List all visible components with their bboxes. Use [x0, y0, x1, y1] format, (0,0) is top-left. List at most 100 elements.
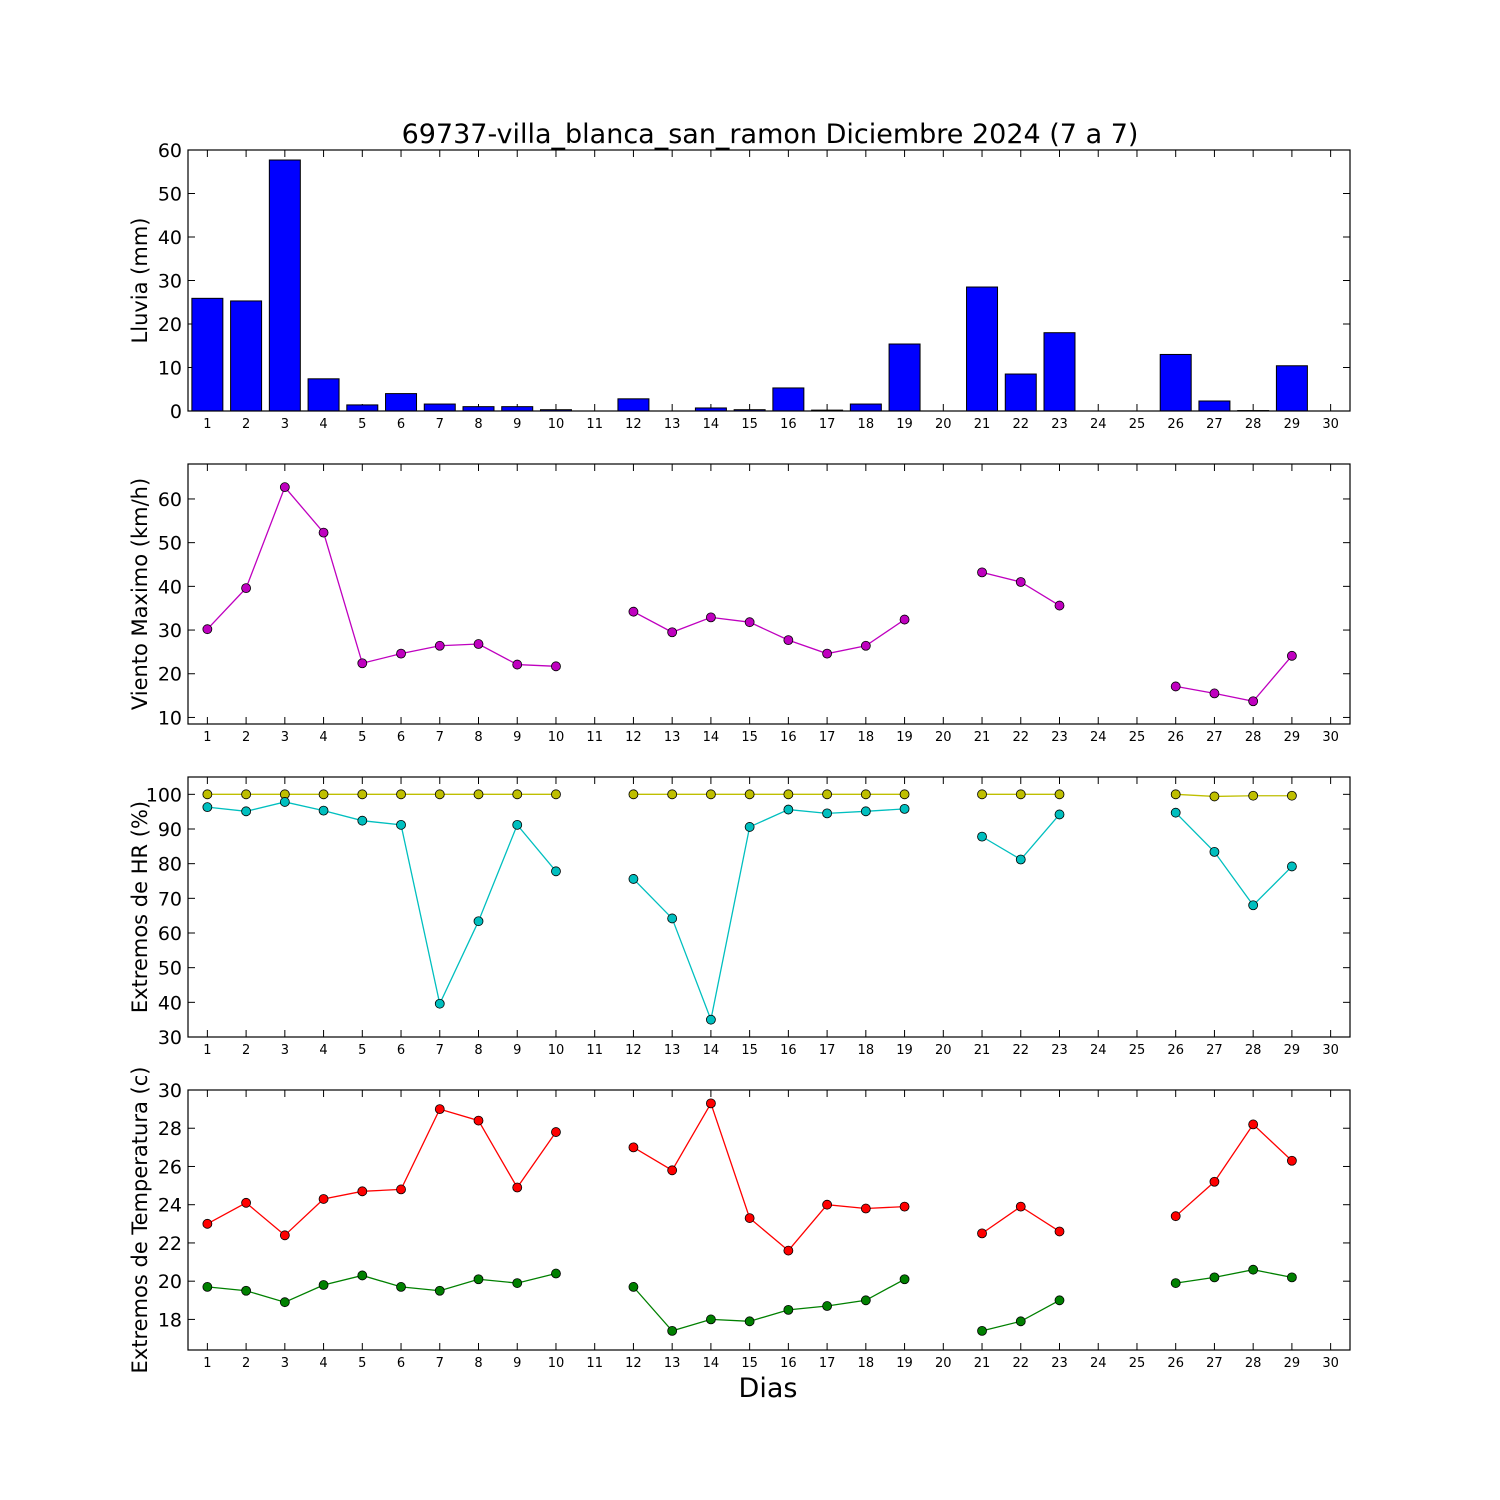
series-1-point-day-26	[1170, 789, 1181, 800]
series-1-point-day-27	[1209, 688, 1220, 699]
series-2-point-day-29	[1287, 1272, 1297, 1283]
x-tick-label: 9	[513, 1043, 521, 1058]
series-1-point-day-4	[318, 527, 329, 538]
series-1-point-day-23	[1054, 600, 1065, 611]
series-1-point-day-16	[783, 1245, 794, 1256]
x-tick-label: 3	[281, 730, 289, 745]
series-1-point-day-5	[357, 658, 368, 669]
series-1-point-day-4	[318, 1194, 329, 1204]
y-axis-label: Extremos de Temperatura (c)	[128, 1067, 152, 1374]
series-1-point-day-13	[667, 789, 678, 800]
y-tick-label: 60	[158, 923, 182, 945]
series-2-line	[207, 1272, 557, 1303]
series-2-point-day-9	[512, 819, 523, 830]
x-tick-label: 16	[780, 1356, 797, 1371]
x-tick-label: 17	[819, 417, 836, 432]
series-1-line	[207, 1108, 557, 1237]
bar-day-7	[423, 403, 456, 412]
x-tick-label: 2	[242, 1356, 250, 1371]
x-tick-label: 5	[358, 1356, 366, 1371]
series-1-line	[1175, 655, 1293, 702]
y-tick-label: 70	[158, 888, 182, 910]
x-tick-label: 5	[358, 1043, 366, 1058]
x-tick-label: 28	[1245, 730, 1262, 745]
x-tick-label: 11	[586, 1356, 603, 1371]
series-1-line	[1175, 793, 1292, 798]
x-tick-label: 4	[319, 1356, 327, 1371]
x-tick-label: 15	[741, 1043, 758, 1058]
x-tick-label: 29	[1284, 417, 1301, 432]
x-tick-label: 21	[974, 417, 991, 432]
axes-frame	[187, 463, 1351, 725]
series-2-point-day-4	[318, 805, 329, 816]
series-2-point-day-12	[628, 1282, 639, 1292]
series-1-point-day-2	[241, 583, 252, 594]
x-axis-label: Dias	[739, 1373, 798, 1404]
series-2-point-day-27	[1209, 846, 1220, 857]
bar-day-3	[268, 159, 301, 412]
y-tick-label: 80	[158, 854, 182, 876]
axes-frame	[187, 1089, 1351, 1351]
x-tick-label: 27	[1206, 1043, 1223, 1058]
x-tick-label: 15	[741, 730, 758, 745]
x-tick-label: 5	[358, 730, 366, 745]
series-2-line	[981, 814, 1060, 861]
series-1-point-day-14	[706, 1098, 716, 1109]
series-2-point-day-17	[822, 1301, 832, 1311]
x-tick-label: 20	[935, 1043, 952, 1058]
series-1-line	[633, 1101, 905, 1252]
series-2-point-day-12	[628, 874, 639, 884]
x-tick-label: 30	[1322, 730, 1339, 745]
series-1-point-day-9	[512, 1182, 523, 1193]
x-tick-label: 30	[1322, 417, 1339, 432]
series-2-point-day-10	[551, 866, 561, 877]
x-tick-label: 21	[974, 1356, 991, 1371]
x-tick-label: 20	[935, 730, 952, 745]
series-1-point-day-29	[1287, 790, 1297, 801]
series-1-point-day-1	[202, 624, 213, 635]
x-tick-label: 21	[974, 730, 991, 745]
series-1-point-day-19	[899, 1201, 910, 1212]
series-2-point-day-6	[396, 1282, 406, 1292]
x-tick-label: 24	[1090, 730, 1107, 745]
series-2-point-day-5	[357, 815, 368, 826]
series-1-point-day-5	[357, 1186, 368, 1197]
y-tick-label: 40	[158, 576, 182, 598]
series-1-point-day-15	[744, 789, 755, 800]
x-tick-label: 27	[1206, 417, 1223, 432]
series-2-point-day-28	[1248, 1264, 1259, 1275]
x-tick-label: 25	[1129, 730, 1146, 745]
series-2-point-day-22	[1015, 1316, 1026, 1327]
x-tick-label: 5	[358, 417, 366, 432]
chart-title: 69737-villa_blanca_san_ramon Diciembre 2…	[402, 119, 1139, 150]
y-axis-label: Viento Maximo (km/h)	[128, 478, 152, 710]
series-1-point-day-21	[977, 567, 987, 578]
x-tick-label: 6	[397, 1043, 405, 1058]
x-tick-label: 8	[474, 417, 482, 432]
series-1-point-day-7	[434, 1104, 445, 1115]
bar-day-12	[617, 398, 650, 412]
x-tick-label: 4	[319, 417, 327, 432]
series-2-point-day-16	[783, 1304, 794, 1315]
series-1-point-day-28	[1248, 790, 1259, 801]
series-1-point-day-9	[512, 659, 523, 670]
series-1-point-day-1	[202, 1218, 213, 1229]
series-2-point-day-27	[1209, 1272, 1220, 1283]
series-1-point-day-18	[860, 789, 871, 800]
y-tick-label: 50	[158, 533, 182, 555]
bar-day-4	[307, 378, 340, 412]
series-1-point-day-10	[551, 661, 561, 672]
series-1-line	[633, 611, 905, 655]
y-tick-label: 20	[158, 314, 182, 336]
y-tick-label: 26	[158, 1156, 182, 1178]
series-2-point-day-21	[977, 1325, 987, 1336]
axes-frame	[187, 776, 1351, 1038]
x-tick-label: 23	[1051, 1043, 1068, 1058]
y-tick-label: 60	[158, 140, 182, 162]
series-1-line	[206, 485, 556, 667]
x-tick-label: 27	[1206, 730, 1223, 745]
y-tick-label: 18	[158, 1309, 182, 1331]
y-tick-label: 30	[158, 620, 182, 642]
series-2-point-day-14	[706, 1014, 716, 1025]
series-1-point-day-6	[396, 789, 406, 800]
